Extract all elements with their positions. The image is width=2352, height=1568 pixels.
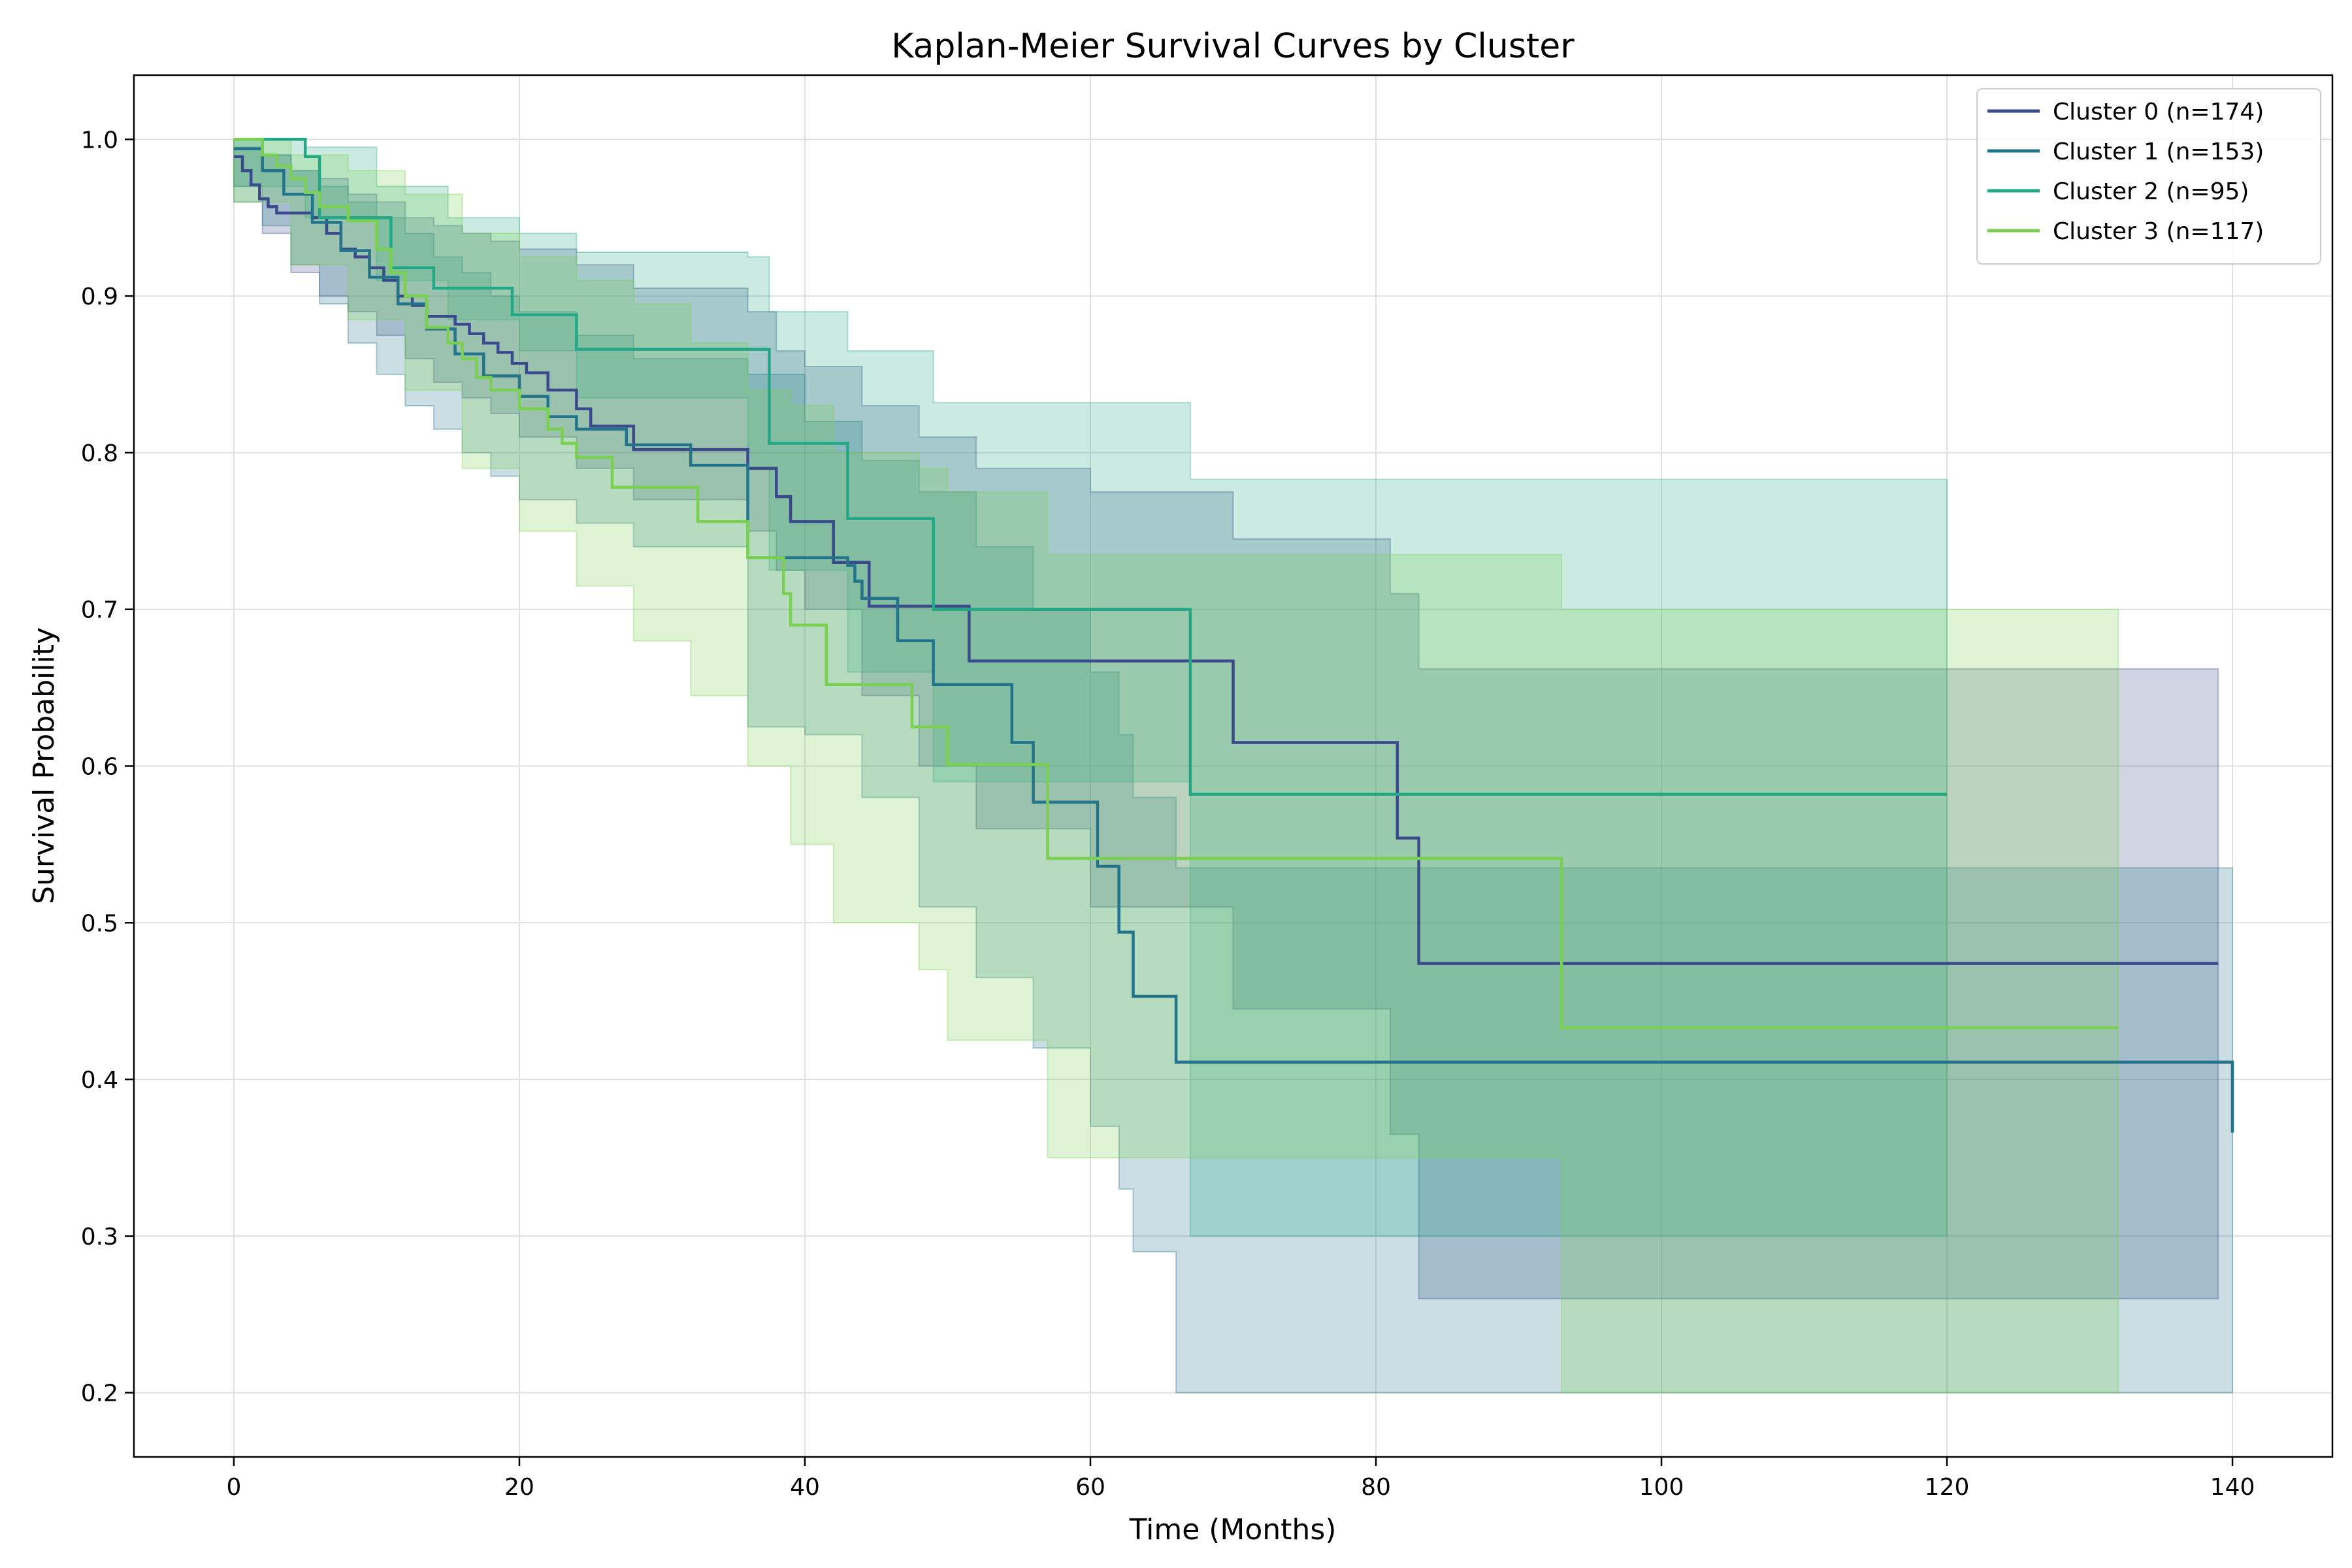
y-axis-label: Survival Probability [27, 627, 61, 904]
survival-line-cluster-3 [234, 138, 2119, 1030]
y-tick-label-2: 0.4 [81, 1067, 118, 1094]
x-tick-label-2: 40 [790, 1474, 820, 1501]
y-tick-label-1: 0.3 [81, 1224, 118, 1250]
x-tick-label-0: 0 [227, 1474, 242, 1501]
legend-label-cluster-2: Cluster 2 (n=95) [2053, 178, 2249, 205]
x-tick-label-1: 20 [504, 1474, 534, 1501]
y-tick-label-8: 1.0 [81, 127, 118, 154]
grid-lines [134, 75, 2332, 1457]
survival-line-cluster-1 [234, 147, 2234, 1133]
confidence-band-cluster-2 [233, 139, 1948, 1237]
y-tick-label-4: 0.6 [81, 754, 118, 781]
legend-label-cluster-3: Cluster 3 (n=117) [2053, 218, 2264, 245]
x-tick-label-7: 140 [2210, 1474, 2255, 1501]
x-axis-label: Time (Months) [1129, 1513, 1337, 1546]
y-tick-label-3: 0.5 [81, 910, 118, 937]
x-tick-label-5: 100 [1639, 1474, 1684, 1501]
legend-box [1976, 88, 2321, 265]
x-tick-label-6: 120 [1925, 1474, 1970, 1501]
chart-title: Kaplan-Meier Survival Curves by Cluster [891, 27, 1575, 66]
y-axis-ticks: 0.2 0.3 0.4 0.5 0.6 0.7 0.8 0.9 1.0 [81, 127, 134, 1407]
survival-lines [234, 138, 2234, 1133]
confidence-band-cluster-0 [233, 146, 2219, 1299]
legend: Cluster 0 (n=174) Cluster 1 (n=153) Cluste… [1976, 88, 2321, 265]
x-tick-label-3: 60 [1075, 1474, 1105, 1501]
confidence-band-cluster-1 [233, 139, 2233, 1394]
y-tick-label-7: 0.9 [81, 284, 118, 310]
y-tick-label-0: 0.2 [81, 1380, 118, 1407]
y-tick-label-6: 0.8 [81, 440, 118, 467]
legend-label-cluster-1: Cluster 1 (n=153) [2053, 139, 2264, 165]
confidence-bands [233, 139, 2233, 1394]
confidence-band-cluster-3 [233, 139, 2119, 1394]
survival-line-cluster-0 [234, 155, 2219, 965]
legend-label-cluster-0: Cluster 0 (n=174) [2053, 99, 2264, 125]
x-tick-label-4: 80 [1361, 1474, 1391, 1501]
y-tick-label-5: 0.7 [81, 597, 118, 624]
x-axis-ticks: 0 20 40 60 80 100 120 140 [227, 1457, 2255, 1501]
